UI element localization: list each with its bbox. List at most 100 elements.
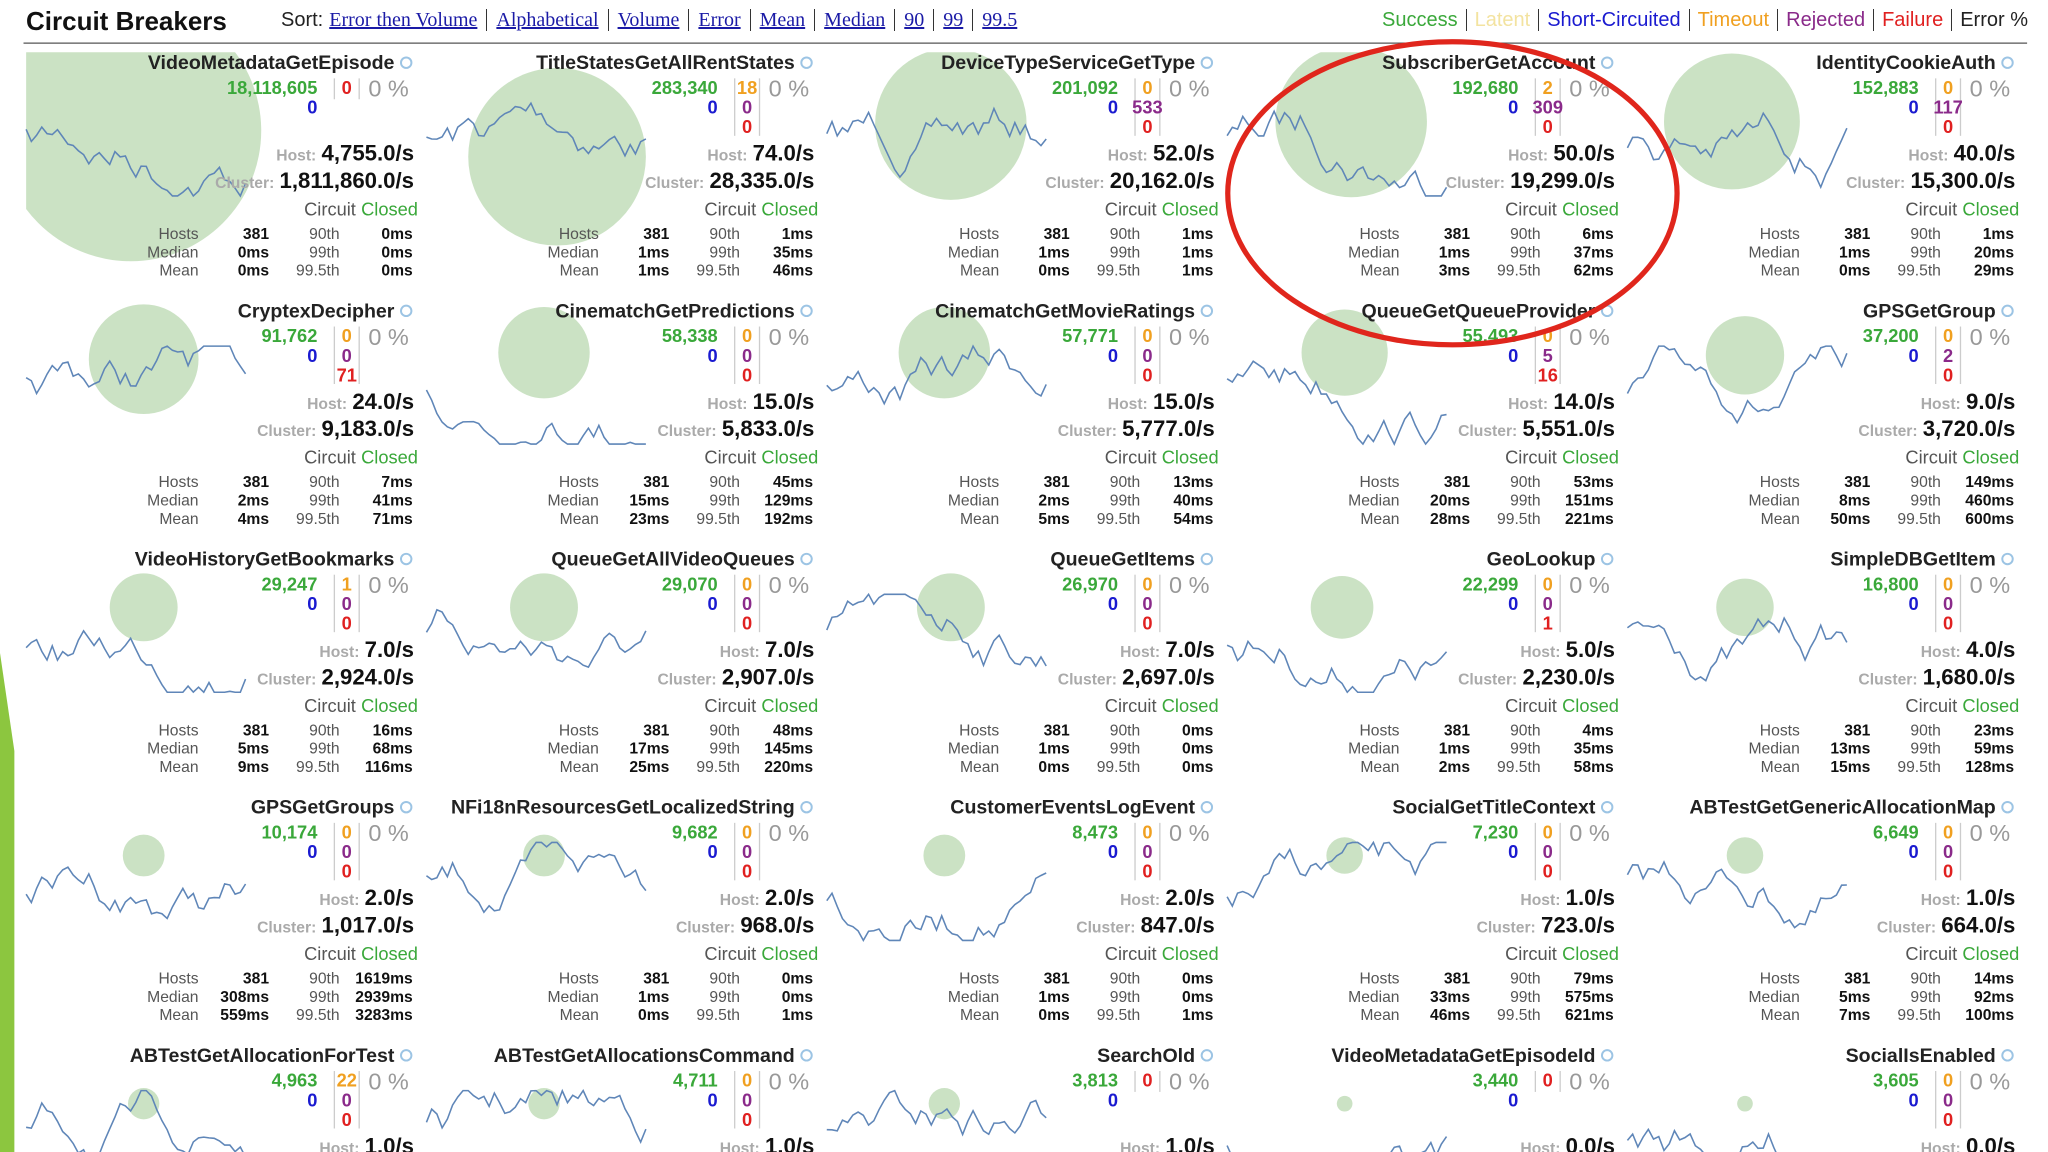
stat-value: 100ms xyxy=(1965,1007,2014,1024)
cluster-rate-value: 5,777.0/s xyxy=(1122,416,1215,441)
sort-option[interactable]: Error xyxy=(688,9,750,31)
health-bubble xyxy=(523,834,565,877)
stat-label: 90th xyxy=(1910,971,1940,988)
stat-value: 0ms xyxy=(1839,263,1871,280)
cluster-rate-value: 2,230.0/s xyxy=(1522,664,1615,689)
stat-label: Hosts xyxy=(158,226,198,243)
stat-value: 3283ms xyxy=(355,1007,413,1024)
health-bubble xyxy=(498,306,590,399)
circuit: ABTestGetGenericAllocationMap6,64900000 … xyxy=(1626,797,2019,1024)
success-count: 152,883 xyxy=(1853,77,1919,98)
count-rejected: 0 xyxy=(742,97,752,118)
cluster-rate: Cluster: 1,017.0/s xyxy=(257,913,414,938)
sparkline xyxy=(826,872,1047,943)
host-rate-value: 15.0/s xyxy=(1153,389,1215,414)
count-rejected: 0 xyxy=(742,593,752,614)
success-count: 37,200 xyxy=(1863,325,1919,346)
host-rate-value: 50.0/s xyxy=(1553,141,1615,166)
search-icon xyxy=(399,56,413,69)
cluster-rate-value: 2,697.0/s xyxy=(1122,664,1215,689)
host-rate-value: 5.0/s xyxy=(1566,637,1615,662)
stat-value: 381 xyxy=(1844,226,1870,243)
cluster-rate-label: Cluster: xyxy=(1458,423,1517,440)
host-rate-label: Host: xyxy=(1508,148,1548,165)
count-failure: 0 xyxy=(1142,116,1152,137)
stat-label: 90th xyxy=(1910,226,1940,243)
stat-label: Mean xyxy=(960,511,999,528)
host-rate-value: 7.0/s xyxy=(765,637,814,662)
short-circuited-count: 0 xyxy=(307,841,317,862)
stat-value: 20ms xyxy=(1430,492,1470,509)
count-timeout: 0 xyxy=(742,822,752,843)
health-bubble xyxy=(928,1088,960,1120)
count-timeout: 0 xyxy=(1142,822,1152,843)
short-circuited-count: 0 xyxy=(307,593,317,614)
stat-value: 381 xyxy=(243,971,269,988)
stat-label: 90th xyxy=(709,722,739,739)
circuit-label: Circuit xyxy=(704,943,756,964)
sort-option[interactable]: Volume xyxy=(607,9,689,31)
error-percent: 0 % xyxy=(1970,324,2011,350)
cluster-rate: Cluster: 2,697.0/s xyxy=(1058,664,1215,689)
sort-option[interactable]: 99.5 xyxy=(972,9,1027,31)
stat-label: Hosts xyxy=(559,971,599,988)
error-percent: 0 % xyxy=(1169,572,1210,598)
host-rate-label: Host: xyxy=(1520,892,1560,909)
search-icon xyxy=(399,1049,413,1062)
legend-item: Failure xyxy=(1873,9,1952,31)
host-rate-label: Host: xyxy=(1120,1140,1160,1152)
stat-value: 1ms xyxy=(1182,263,1214,280)
count-rejected: 2 xyxy=(1943,345,1953,366)
stat-value: 40ms xyxy=(1173,492,1213,509)
circuit-state: Closed xyxy=(1162,447,1219,468)
sort-bar: Sort: Error then Volume Alphabetical Volume… xyxy=(281,9,1027,32)
stat-label: 99.5th xyxy=(1497,759,1541,776)
cluster-rate-label: Cluster: xyxy=(1858,671,1917,688)
sort-option[interactable]: 99 xyxy=(933,9,973,31)
sort-option[interactable]: Median xyxy=(814,9,895,31)
stat-label: 90th xyxy=(1110,971,1140,988)
stat-label: Mean xyxy=(960,263,999,280)
stat-label: 90th xyxy=(1910,474,1940,491)
stat-value: 35ms xyxy=(773,244,813,261)
stat-value: 4ms xyxy=(238,511,270,528)
cluster-rate-label: Cluster: xyxy=(1858,423,1917,440)
host-rate-label: Host: xyxy=(1120,892,1160,909)
cluster-rate-label: Cluster: xyxy=(1058,423,1117,440)
sort-option[interactable]: Mean xyxy=(749,9,815,31)
count-timeout: 0 xyxy=(1142,573,1152,594)
circuit-status: Circuit Closed xyxy=(704,943,818,964)
cluster-rate: Cluster: 5,833.0/s xyxy=(657,416,814,441)
stat-value: 71ms xyxy=(373,511,413,528)
host-rate: Host: 9.0/s xyxy=(1921,389,2016,414)
success-count: 192,680 xyxy=(1452,77,1518,98)
cluster-rate-label: Cluster: xyxy=(657,671,716,688)
short-circuited-count: 0 xyxy=(708,345,718,366)
stat-value: 149ms xyxy=(1965,474,2014,491)
sparkline xyxy=(1626,616,1848,682)
stat-label: Hosts xyxy=(158,971,198,988)
circuit-label: Circuit xyxy=(304,447,356,468)
count-failure: 0 xyxy=(1142,1070,1152,1091)
short-circuited-count: 0 xyxy=(1508,345,1518,366)
search-icon xyxy=(2001,56,2014,69)
cluster-rate: Cluster: 968.0/s xyxy=(676,913,814,938)
count-timeout: 0 xyxy=(342,325,352,346)
stat-label: Mean xyxy=(560,511,599,528)
sort-option[interactable]: Alphabetical xyxy=(486,9,608,31)
stat-value: 1619ms xyxy=(355,971,413,988)
sort-option[interactable]: 90 xyxy=(894,9,934,31)
count-failure: 0 xyxy=(1943,1109,1953,1130)
success-count: 26,970 xyxy=(1062,573,1118,594)
stat-label: 99.5th xyxy=(696,511,740,528)
short-circuited-count: 0 xyxy=(307,1089,317,1110)
stat-label: Hosts xyxy=(1760,722,1800,739)
count-failure: 0 xyxy=(342,613,352,634)
circuit-label: Circuit xyxy=(1105,447,1157,468)
sort-option[interactable]: Error then Volume xyxy=(329,9,478,31)
stat-label: Mean xyxy=(1360,759,1399,776)
